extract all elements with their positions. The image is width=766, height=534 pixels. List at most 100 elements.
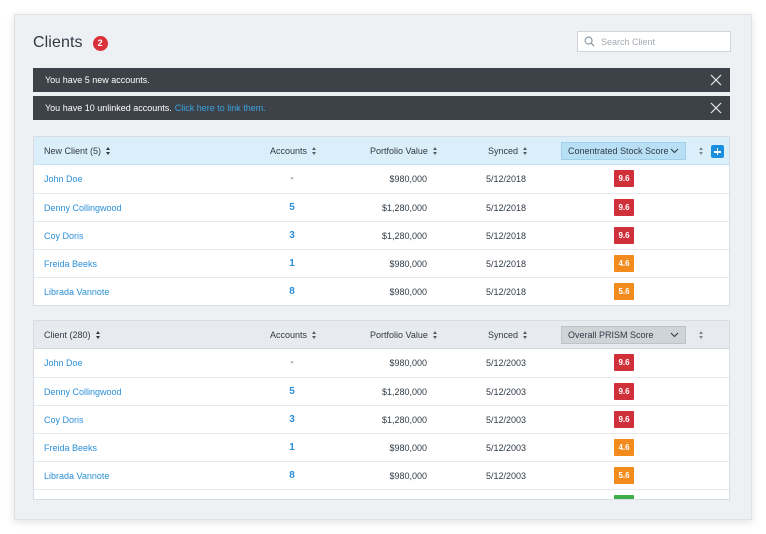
table-body: John Doe - $980,000 5/12/2003 9.6 Denny Colli… — [34, 349, 729, 499]
table-row[interactable]: John Doe - $980,000 5/12/2018 9.6 — [34, 165, 729, 193]
table-row[interactable]: Coy Doris 3 $1,280,000 5/12/2003 9.6 — [34, 405, 729, 433]
score-badge: 9.6 — [614, 227, 634, 244]
sort-icon — [523, 330, 528, 339]
accounts-count[interactable]: 3 — [289, 414, 295, 425]
column-header-accounts[interactable]: Accounts — [270, 330, 317, 340]
synced-date: 5/12/2018 — [486, 259, 527, 269]
score-badge: 4.6 — [614, 439, 634, 456]
new-clients-table: New Client (5) Accounts Portfolio Value … — [33, 136, 730, 306]
score-badge: 5.6 — [614, 467, 634, 484]
table-row[interactable]: Denny Collingwood 5 $1,280,000 5/12/2018 9.6 — [34, 193, 729, 221]
add-column-button[interactable] — [711, 145, 724, 158]
client-name-link[interactable]: Coy Doris — [44, 231, 84, 241]
portfolio-value: $980,000 — [389, 471, 427, 481]
close-icon[interactable] — [710, 102, 722, 114]
portfolio-value: $980,000 — [389, 259, 427, 269]
table-row[interactable]: Freida Beeks 1 $980,000 5/12/2003 4.6 — [34, 433, 729, 461]
accounts-count[interactable]: 3 — [289, 230, 295, 241]
score-badge: 4.6 — [614, 255, 634, 272]
column-label: Accounts — [270, 329, 308, 340]
clients-panel: Clients 2 You have 5 new accounts. You h… — [14, 14, 752, 520]
table-row[interactable]: Freida Beeks 1 $980,000 5/12/2018 4.6 — [34, 249, 729, 277]
column-header-accounts[interactable]: Accounts — [270, 146, 317, 156]
client-name-link[interactable]: Coy Doris — [44, 415, 84, 425]
client-name-link[interactable]: Denny Collingwood — [44, 387, 122, 397]
search-client-input[interactable] — [601, 36, 721, 47]
score-badge: 9.6 — [614, 411, 634, 428]
score-badge: 9.6 — [614, 199, 634, 216]
column-label: Portfolio Value — [370, 145, 428, 156]
dropdown-value: Conentrated Stock Score — [568, 146, 669, 156]
column-header-portfolio-value[interactable]: Portfolio Value — [370, 330, 438, 340]
alert-text: You have 5 new accounts. — [45, 75, 150, 85]
client-name-link[interactable]: Librada Vannote — [44, 471, 110, 481]
column-header-synced[interactable]: Synced — [488, 146, 528, 156]
portfolio-value: $980,000 — [389, 358, 427, 368]
column-label: Synced — [488, 145, 519, 156]
alert-text: You have 10 unlinked accounts. — [45, 103, 172, 113]
portfolio-value: $1,280,000 — [381, 415, 427, 425]
notification-count-badge: 2 — [92, 35, 108, 51]
column-label: Accounts — [270, 145, 308, 156]
accounts-count[interactable]: 5 — [289, 202, 295, 213]
close-icon[interactable] — [710, 74, 722, 86]
score-type-dropdown[interactable]: Conentrated Stock Score — [561, 142, 686, 160]
client-name-link[interactable]: Librada Vannote — [44, 287, 110, 297]
accounts-count[interactable]: 8 — [289, 286, 295, 297]
sort-icon — [312, 146, 317, 155]
portfolio-value: $980,000 — [389, 174, 427, 184]
column-header-new-client[interactable]: New Client (5) — [44, 146, 111, 156]
table-row[interactable] — [34, 489, 729, 499]
client-name-link[interactable]: Freida Beeks — [44, 259, 98, 269]
table-row[interactable]: Coy Doris 3 $1,280,000 5/12/2018 9.6 — [34, 221, 729, 249]
portfolio-value: $1,280,000 — [381, 203, 427, 213]
score-sort-icon[interactable] — [699, 331, 704, 339]
page-title: Clients — [33, 34, 83, 51]
score-badge: 5.6 — [614, 283, 634, 300]
table-row[interactable]: Denny Collingwood 5 $1,280,000 5/12/2003 9.6 — [34, 377, 729, 405]
accounts-count[interactable]: 1 — [289, 442, 295, 453]
chevron-down-icon — [670, 332, 679, 338]
client-name-link[interactable]: Freida Beeks — [44, 443, 98, 453]
accounts-count[interactable]: 1 — [289, 258, 295, 269]
accounts-count[interactable]: 5 — [289, 386, 295, 397]
table-header: Client (280) Accounts Portfolio Value Sy… — [34, 321, 729, 349]
column-header-portfolio-value[interactable]: Portfolio Value — [370, 146, 438, 156]
synced-date: 5/12/2003 — [486, 471, 527, 481]
table-header: New Client (5) Accounts Portfolio Value … — [34, 137, 729, 165]
sort-icon — [432, 146, 438, 155]
score-type-dropdown[interactable]: Overall PRISM Score — [561, 326, 686, 344]
column-label: Synced — [488, 329, 519, 340]
accounts-count: - — [290, 357, 294, 368]
page-header: Clients 2 — [33, 33, 108, 53]
accounts-count[interactable]: 8 — [289, 470, 295, 481]
synced-date: 5/12/2018 — [486, 287, 527, 297]
synced-date: 5/12/2018 — [486, 203, 527, 213]
column-header-synced[interactable]: Synced — [488, 330, 528, 340]
sort-icon — [312, 330, 317, 339]
client-name-link[interactable]: Denny Collingwood — [44, 203, 122, 213]
table-row[interactable]: John Doe - $980,000 5/12/2003 9.6 — [34, 349, 729, 377]
column-label: Portfolio Value — [370, 329, 428, 340]
sort-icon — [95, 330, 101, 339]
score-badge — [614, 495, 634, 499]
clients-table: Client (280) Accounts Portfolio Value Sy… — [33, 320, 730, 500]
sort-icon — [432, 330, 438, 339]
new-accounts-alert: You have 5 new accounts. — [33, 68, 730, 92]
score-sort-icon[interactable] — [699, 147, 704, 155]
table-row[interactable]: Librada Vannote 8 $980,000 5/12/2018 5.6 — [34, 277, 729, 305]
search-client-box[interactable] — [577, 31, 731, 52]
score-badge: 9.6 — [614, 170, 634, 187]
link-accounts-link[interactable]: Click here to link them. — [174, 103, 266, 113]
column-header-client[interactable]: Client (280) — [44, 330, 101, 340]
synced-date: 5/12/2003 — [486, 358, 527, 368]
synced-date: 5/12/2018 — [486, 231, 527, 241]
score-badge: 9.6 — [614, 354, 634, 371]
unlinked-accounts-alert: You have 10 unlinked accounts. Click her… — [33, 96, 730, 120]
column-label: New Client (5) — [44, 145, 102, 156]
client-name-link[interactable]: John Doe — [44, 174, 83, 184]
client-name-link[interactable]: John Doe — [44, 358, 83, 368]
score-badge: 9.6 — [614, 383, 634, 400]
table-row[interactable]: Librada Vannote 8 $980,000 5/12/2003 5.6 — [34, 461, 729, 489]
table-body: John Doe - $980,000 5/12/2018 9.6 Denny Colli… — [34, 165, 729, 305]
